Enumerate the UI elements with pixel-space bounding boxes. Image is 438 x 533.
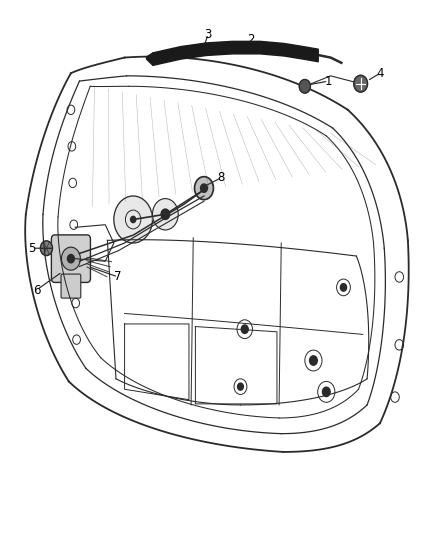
Circle shape bbox=[322, 387, 330, 397]
Circle shape bbox=[241, 325, 248, 334]
Text: 8: 8 bbox=[217, 171, 225, 184]
Circle shape bbox=[310, 356, 317, 365]
Circle shape bbox=[201, 184, 208, 192]
Circle shape bbox=[237, 383, 244, 390]
Text: 7: 7 bbox=[114, 270, 122, 284]
FancyBboxPatch shape bbox=[61, 274, 81, 298]
FancyBboxPatch shape bbox=[51, 235, 90, 282]
Circle shape bbox=[67, 254, 74, 263]
Circle shape bbox=[61, 247, 80, 270]
Circle shape bbox=[354, 75, 367, 92]
Circle shape bbox=[131, 216, 136, 223]
Circle shape bbox=[340, 284, 346, 291]
Text: 4: 4 bbox=[376, 67, 384, 80]
Text: 6: 6 bbox=[33, 284, 40, 296]
Text: 5: 5 bbox=[28, 242, 36, 255]
Circle shape bbox=[194, 176, 213, 200]
Circle shape bbox=[299, 79, 311, 93]
Circle shape bbox=[152, 199, 178, 230]
Text: 2: 2 bbox=[247, 33, 255, 46]
Text: 1: 1 bbox=[325, 75, 332, 87]
Circle shape bbox=[40, 241, 53, 255]
Circle shape bbox=[114, 196, 152, 243]
Text: 3: 3 bbox=[205, 28, 212, 41]
Circle shape bbox=[161, 209, 170, 220]
